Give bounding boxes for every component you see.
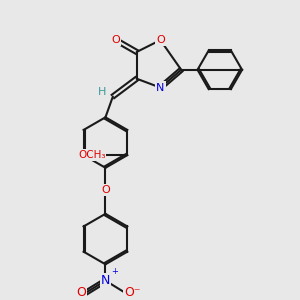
Text: +: + — [111, 267, 118, 276]
Text: O: O — [112, 35, 120, 45]
Text: O: O — [156, 35, 165, 45]
Text: OCH₃: OCH₃ — [78, 150, 105, 160]
Text: H: H — [98, 87, 107, 97]
Text: O⁻: O⁻ — [124, 286, 140, 299]
Text: N: N — [101, 274, 110, 287]
Text: O: O — [101, 185, 110, 195]
Text: O: O — [76, 286, 86, 299]
Text: N: N — [156, 82, 165, 93]
